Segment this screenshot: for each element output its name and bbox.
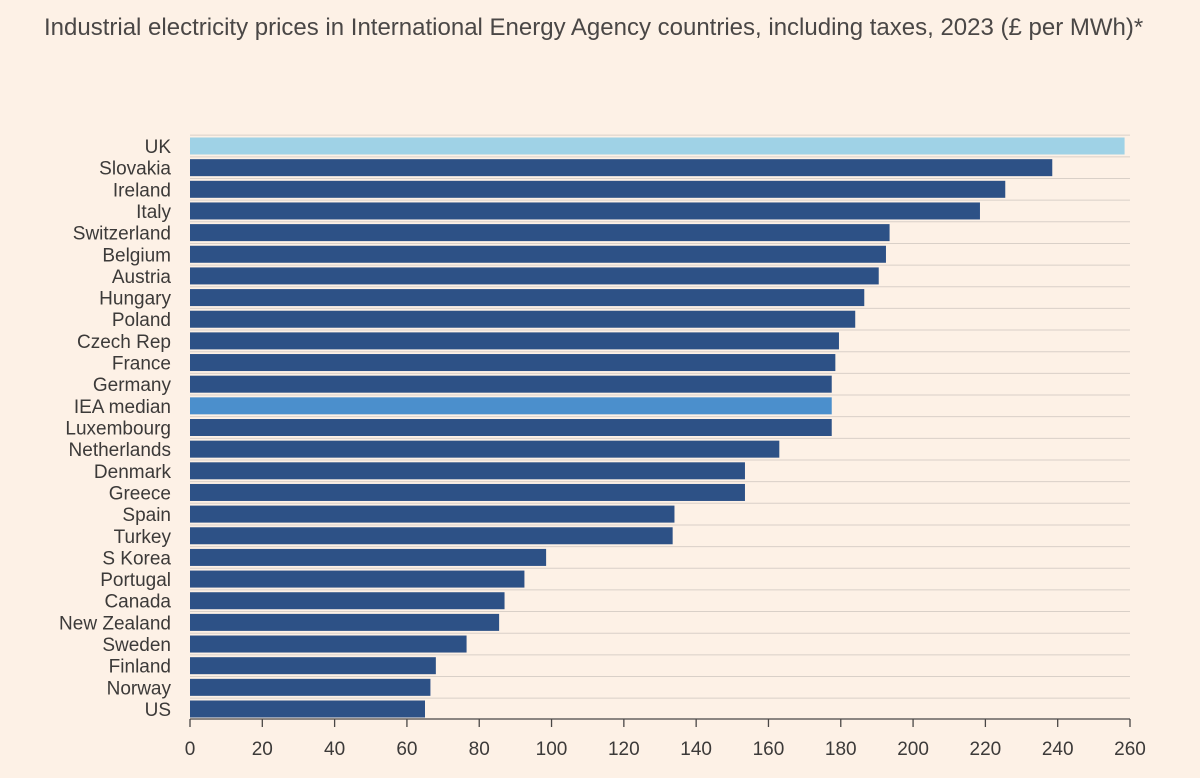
- category-label-us: US: [145, 700, 171, 721]
- category-label-turkey: Turkey: [114, 527, 172, 548]
- x-tick-label: 20: [252, 739, 273, 760]
- category-label-spain: Spain: [122, 505, 171, 526]
- bar-new-zealand: [190, 613, 500, 631]
- bar-portugal: [190, 570, 525, 588]
- x-tick-label: 180: [825, 739, 857, 760]
- bar-s-korea: [190, 548, 547, 566]
- x-tick-label: 200: [897, 739, 929, 760]
- category-label-canada: Canada: [104, 592, 171, 613]
- bar-czech-rep: [190, 332, 839, 350]
- category-label-luxembourg: Luxembourg: [65, 419, 171, 440]
- category-label-finland: Finland: [109, 657, 171, 678]
- bar-switzerland: [190, 224, 890, 242]
- bar-slovakia: [190, 159, 1053, 177]
- category-label-sweden: Sweden: [102, 635, 171, 656]
- x-tick-label: 80: [469, 739, 490, 760]
- bar-norway: [190, 678, 431, 696]
- bars: [190, 137, 1125, 718]
- category-label-czech-rep: Czech Rep: [77, 332, 171, 353]
- bar-luxembourg: [190, 419, 832, 436]
- x-tick-label: 140: [680, 739, 712, 760]
- category-label-new-zealand: New Zealand: [59, 613, 171, 634]
- category-label-iea-median: IEA median: [74, 397, 171, 418]
- x-tick-label: 220: [970, 739, 1002, 760]
- category-label-norway: Norway: [107, 678, 172, 699]
- category-label-greece: Greece: [109, 483, 171, 504]
- category-labels: UKSlovakiaIrelandItalySwitzerlandBelgium…: [59, 137, 171, 721]
- x-tick-label: 120: [608, 739, 640, 760]
- bar-finland: [190, 657, 436, 675]
- bar-ireland: [190, 180, 1006, 198]
- bar-france: [190, 354, 836, 372]
- bar-hungary: [190, 289, 865, 307]
- x-tick-label: 60: [396, 739, 417, 760]
- category-label-france: France: [112, 354, 171, 375]
- category-label-austria: Austria: [112, 267, 172, 288]
- x-axis: 0 20 40 60 80 100 120 140 160 180 200 220 240 260: [185, 718, 1146, 760]
- x-tick-label: 40: [324, 739, 345, 760]
- bar-turkey: [190, 527, 673, 545]
- bar-canada: [190, 592, 505, 610]
- gridlines: [190, 134, 1130, 699]
- bar-uk: [190, 137, 1125, 155]
- category-label-hungary: Hungary: [99, 289, 171, 310]
- bar-belgium: [190, 245, 886, 263]
- category-label-uk: UK: [145, 137, 172, 158]
- x-tick-label: 0: [185, 739, 196, 760]
- x-tick-label: 100: [536, 739, 568, 760]
- category-label-italy: Italy: [136, 202, 171, 223]
- category-label-netherlands: Netherlands: [69, 440, 171, 461]
- category-label-germany: Germany: [93, 375, 172, 396]
- chart-title: Industrial electricity prices in Interna…: [44, 14, 1144, 41]
- x-tick-label: 240: [1042, 739, 1074, 760]
- bar-denmark: [190, 462, 745, 480]
- bar-us: [190, 700, 425, 718]
- category-label-poland: Poland: [112, 310, 171, 331]
- category-label-slovakia: Slovakia: [99, 159, 171, 180]
- bar-spain: [190, 505, 675, 523]
- x-tick-label: 260: [1114, 739, 1146, 760]
- bar-poland: [190, 310, 856, 328]
- category-label-switzerland: Switzerland: [73, 224, 171, 245]
- bar-greece: [190, 483, 745, 501]
- bar-germany: [190, 375, 832, 393]
- category-label-denmark: Denmark: [94, 462, 172, 483]
- bar-iea-median: [190, 397, 832, 415]
- bar-italy: [190, 202, 980, 220]
- x-tick-label: 160: [753, 739, 785, 760]
- category-label-ireland: Ireland: [113, 180, 171, 201]
- category-label-s-korea: S Korea: [102, 548, 171, 569]
- category-label-belgium: Belgium: [102, 245, 171, 266]
- category-label-portugal: Portugal: [100, 570, 171, 591]
- bar-netherlands: [190, 440, 780, 458]
- bar-sweden: [190, 635, 467, 653]
- bar-austria: [190, 267, 879, 285]
